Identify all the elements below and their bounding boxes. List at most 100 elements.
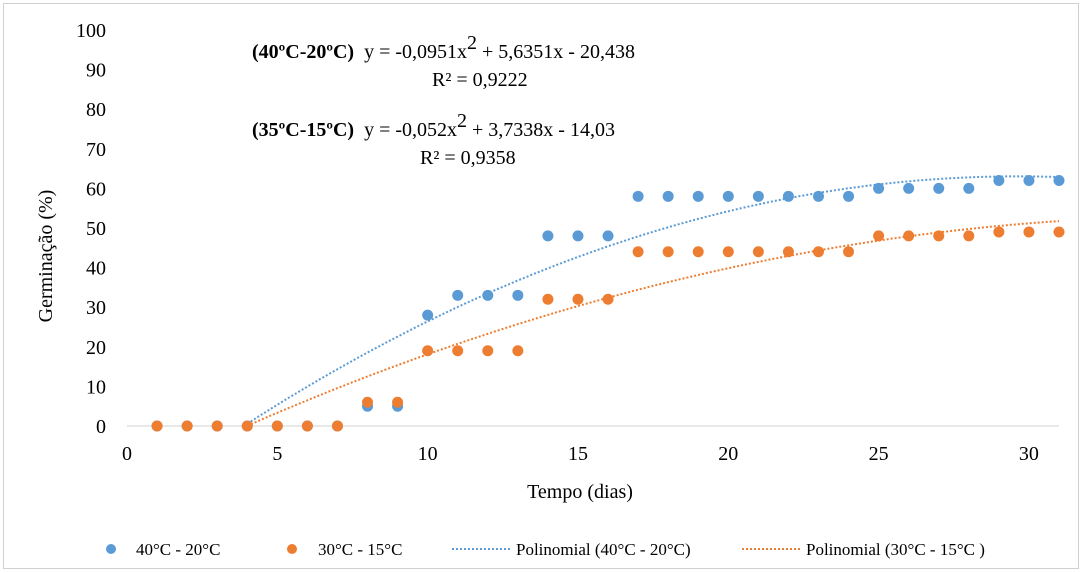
data-point-40-20 <box>662 190 674 202</box>
x-tick-label: 0 <box>122 443 132 465</box>
y-tick-label: 40 <box>86 258 106 280</box>
y-tick-label: 0 <box>96 416 106 438</box>
data-point-30-15 <box>752 246 764 258</box>
data-point-40-20 <box>933 182 945 194</box>
data-point-30-15 <box>482 345 494 357</box>
equation-1-r2: R² = 0,9222 <box>432 69 528 91</box>
data-point-30-15 <box>662 246 674 258</box>
equation-1-rest: + 5,6351x - 20,438 <box>477 41 635 63</box>
y-tick-label: 30 <box>86 297 106 319</box>
data-point-30-15 <box>331 420 343 432</box>
data-point-40-20 <box>812 190 824 202</box>
equation-1-text: y = -0,0951x <box>364 41 467 63</box>
data-point-30-15 <box>843 246 855 258</box>
data-point-30-15 <box>422 345 434 357</box>
data-point-40-20 <box>542 230 554 242</box>
data-point-40-20 <box>722 190 734 202</box>
data-point-30-15 <box>542 293 554 305</box>
x-tick-label: 30 <box>1019 443 1039 465</box>
data-point-30-15 <box>632 246 644 258</box>
legend-marker-40-20 <box>106 544 116 554</box>
data-point-30-15 <box>181 420 193 432</box>
legend-label-30-15: 30°C - 15°C <box>318 540 402 559</box>
data-point-30-15 <box>602 293 614 305</box>
y-axis-title: Germinação (%) <box>35 190 57 323</box>
data-point-30-15 <box>812 246 824 258</box>
data-point-30-15 <box>362 396 374 408</box>
y-tick-label: 100 <box>76 20 106 42</box>
data-point-40-20 <box>752 190 764 202</box>
data-point-30-15 <box>692 246 704 258</box>
data-point-30-15 <box>963 230 975 242</box>
x-tick-label: 5 <box>272 443 282 465</box>
x-tick-label: 25 <box>869 443 889 465</box>
data-point-30-15 <box>151 420 163 432</box>
data-point-30-15 <box>782 246 794 258</box>
data-point-30-15 <box>241 420 253 432</box>
data-point-30-15 <box>392 396 404 408</box>
y-tick-label: 90 <box>86 60 106 82</box>
y-tick-label: 60 <box>86 178 106 200</box>
trendline-40-20 <box>246 175 1060 425</box>
data-point-40-20 <box>963 182 975 194</box>
data-point-40-20 <box>692 190 704 202</box>
x-axis-title: Tempo (dias) <box>527 481 633 503</box>
y-axis-ticks: 0 10 20 30 40 50 60 70 80 90 100 <box>76 20 106 438</box>
chart-frame <box>3 3 1079 569</box>
legend-marker-30-15 <box>287 544 297 554</box>
data-point-40-20 <box>1023 174 1035 186</box>
y-tick-label: 20 <box>86 337 106 359</box>
equation-2-text: y = -0,052x <box>364 119 457 141</box>
data-point-30-15 <box>933 230 945 242</box>
x-axis-ticks: 0 5 10 15 20 25 30 <box>122 443 1039 465</box>
data-point-40-20 <box>782 190 794 202</box>
y-tick-label: 80 <box>86 99 106 121</box>
data-point-40-20 <box>1053 174 1065 186</box>
data-point-30-15 <box>301 420 313 432</box>
data-point-30-15 <box>271 420 283 432</box>
legend-label-poly-30-15: Polinomial (30°C - 15°C ) <box>806 540 985 559</box>
x-tick-label: 15 <box>568 443 588 465</box>
x-tick-label: 10 <box>418 443 438 465</box>
equation-2: (35ºC-15ºC) y = -0,052x2 + 3,7338x - 14,0… <box>252 110 615 141</box>
data-point-30-15 <box>572 293 584 305</box>
y-tick-label: 50 <box>86 218 106 240</box>
data-point-30-15 <box>993 226 1005 238</box>
data-point-30-15 <box>1053 226 1065 238</box>
data-point-40-20 <box>632 190 644 202</box>
equation-2-rest: + 3,7338x - 14,03 <box>467 119 615 141</box>
data-point-30-15 <box>1023 226 1035 238</box>
data-point-40-20 <box>843 190 855 202</box>
equation-2-r2: R² = 0,9358 <box>420 147 516 169</box>
x-tick-label: 20 <box>718 443 738 465</box>
equation-2-label: (35ºC-15ºC) <box>252 119 354 141</box>
data-point-30-15 <box>722 246 734 258</box>
equation-1: (40ºC-20ºC) y = -0,0951x2 + 5,6351x - 20,… <box>252 32 635 63</box>
data-point-40-20 <box>602 230 614 242</box>
legend-label-poly-40-20: Polinomial (40°C - 20°C) <box>516 540 691 559</box>
data-point-40-20 <box>452 289 464 301</box>
y-tick-label: 10 <box>86 376 106 398</box>
data-points <box>151 174 1065 432</box>
data-point-40-20 <box>993 174 1005 186</box>
trendlines <box>246 175 1060 427</box>
data-point-40-20 <box>873 182 885 194</box>
legend: 40°C - 20°C 30°C - 15°C Polinomial (40°C… <box>106 540 985 559</box>
data-point-40-20 <box>572 230 584 242</box>
data-point-40-20 <box>482 289 494 301</box>
trendline-30-15 <box>246 220 1060 427</box>
data-point-40-20 <box>422 309 434 321</box>
equation-1-label: (40ºC-20ºC) <box>252 41 354 63</box>
data-point-30-15 <box>512 345 524 357</box>
data-point-30-15 <box>873 230 885 242</box>
data-point-30-15 <box>452 345 464 357</box>
y-tick-label: 70 <box>86 139 106 161</box>
data-point-30-15 <box>211 420 223 432</box>
data-point-40-20 <box>512 289 524 301</box>
data-point-40-20 <box>903 182 915 194</box>
legend-label-40-20: 40°C - 20°C <box>136 540 220 559</box>
equation-1-exponent: 2 <box>467 32 477 54</box>
equation-2-exponent: 2 <box>457 110 467 132</box>
data-point-30-15 <box>903 230 915 242</box>
